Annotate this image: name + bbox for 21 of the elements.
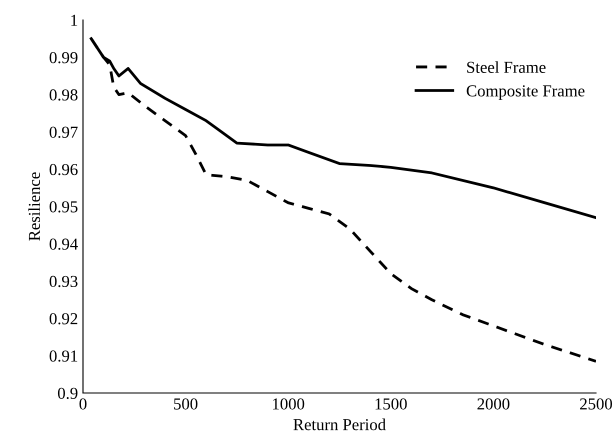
- y-tick-label: 0.9: [58, 388, 78, 400]
- y-tick-label: 0.95: [50, 201, 78, 213]
- x-tick-label: 500: [174, 398, 198, 410]
- y-tick-label: 0.97: [50, 126, 78, 138]
- y-tick-label: 0.92: [50, 313, 78, 324]
- legend-label: Composite Frame: [466, 85, 584, 100]
- x-tick-label: 1500: [376, 398, 407, 410]
- y-tick-label: 0.93: [50, 276, 78, 288]
- y-tick-label: 0.96: [50, 164, 78, 176]
- y-tick-label: 1: [71, 14, 78, 26]
- y-tick-label: 0.99: [50, 52, 78, 64]
- y-tick-label: 0.94: [50, 238, 78, 250]
- x-tick-label: 1000: [273, 398, 304, 410]
- legend-label: Steel Frame: [467, 61, 546, 73]
- y-tick-label: 0.98: [50, 89, 78, 101]
- x-axis-title: Return Period: [293, 418, 386, 430]
- x-tick-label: 2500: [580, 398, 612, 410]
- y-tick-label: 0.91: [50, 350, 78, 362]
- x-tick-label: 2000: [477, 398, 510, 410]
- x-tick-label: 0: [79, 398, 87, 410]
- y-axis-title: Resilience: [28, 172, 40, 241]
